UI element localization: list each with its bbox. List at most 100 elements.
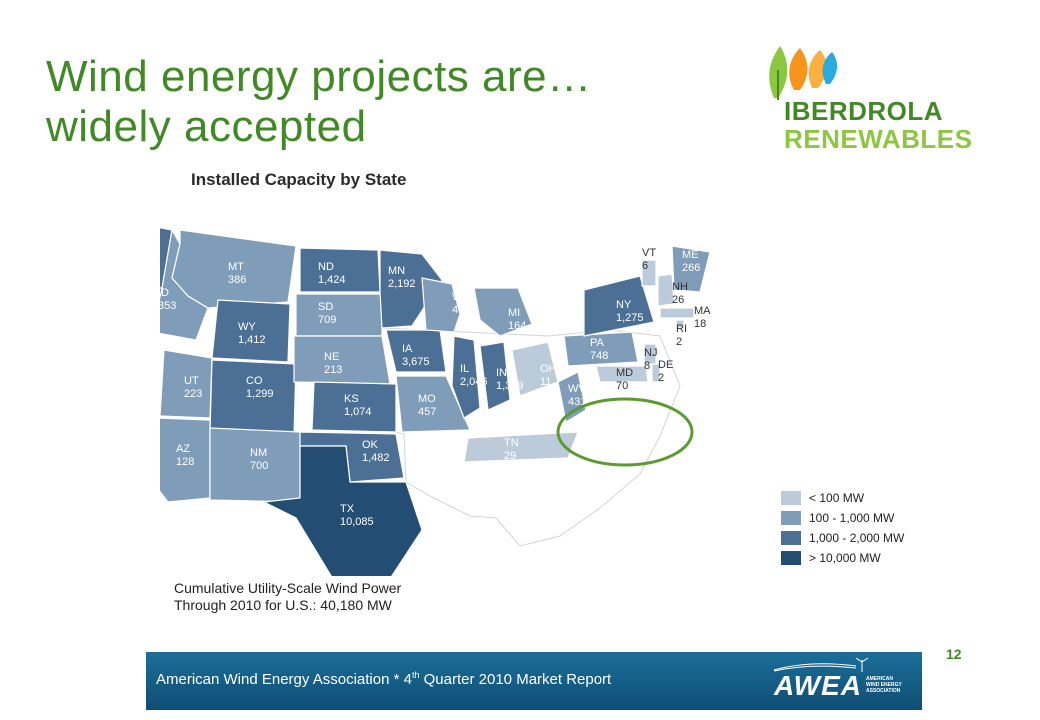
footer-banner: American Wind Energy Association * 4th Q…	[146, 652, 922, 710]
state-il	[451, 335, 481, 419]
state-tx	[261, 445, 423, 576]
legend-item: > 10,000 MW	[781, 548, 904, 568]
state-label-az: AZ 128	[176, 443, 194, 468]
state-wi	[421, 277, 461, 333]
highlight-ring	[556, 397, 694, 467]
page-number: 12	[946, 646, 962, 662]
logo-line-2: RENEWABLES	[784, 124, 973, 154]
state-label-sd: SD 709	[318, 301, 336, 326]
title-line-1: Wind energy projects are…	[46, 52, 592, 101]
state-vt	[641, 259, 657, 287]
legend-label: < 100 MW	[809, 491, 865, 505]
state-ma	[659, 307, 695, 319]
state-ia	[385, 329, 447, 373]
legend-swatch	[781, 531, 801, 545]
legend-label: > 10,000 MW	[809, 551, 881, 565]
state-label-tx: TX 10,085	[340, 503, 374, 528]
legend-item: 100 - 1,000 MW	[781, 508, 904, 528]
caption-line-1: Cumulative Utility-Scale Wind Power	[174, 580, 402, 596]
awea-sub-2: WIND ENERGY	[866, 682, 902, 688]
state-label-mn: MN 2,192	[388, 265, 416, 290]
state-label-il: IL 2,046	[460, 363, 488, 388]
legend: < 100 MW 100 - 1,000 MW 1,000 - 2,000 MW…	[781, 488, 904, 568]
state-wy	[211, 299, 291, 363]
state-in	[479, 341, 511, 411]
state-pa	[563, 331, 639, 367]
state-label-mt: MT 386	[228, 261, 246, 286]
state-shapes	[160, 227, 711, 576]
awea-sub-3: ASSOCIATION	[866, 688, 901, 694]
slide-title: Wind energy projects are… widely accepte…	[46, 52, 592, 152]
state-ri	[675, 319, 685, 329]
state-az	[160, 417, 211, 503]
state-label-ma: MA 18	[694, 305, 711, 330]
report-title-prefix: American Wind Energy Association * 4	[156, 671, 412, 688]
state-label-de: DE 2	[658, 359, 673, 384]
map-caption: Cumulative Utility-Scale Wind Power Thro…	[174, 580, 401, 614]
state-label-md: MD 70	[616, 367, 633, 392]
state-label-in: IN 1,339	[496, 367, 524, 392]
legend-swatch	[781, 491, 801, 505]
state-ks	[311, 381, 397, 433]
state-mo	[395, 375, 471, 433]
wind-turbine-icon	[773, 658, 869, 672]
state-label-mi: MI 164	[508, 307, 526, 332]
legend-label: 1,000 - 2,000 MW	[809, 531, 905, 545]
state-label-ut: UT 223	[184, 375, 202, 400]
state-ny	[583, 275, 655, 337]
state-label-co: CO 1,299	[246, 375, 274, 400]
leaf-drops-icon	[769, 46, 838, 100]
awea-subtitle: AMERICAN WIND ENERGY ASSOCIATION	[866, 676, 902, 694]
state-label-wv: WV 431	[568, 383, 586, 408]
title-line-2: widely accepted	[46, 102, 367, 151]
state-label-ok: OK 1,482	[362, 439, 390, 464]
legend-item: 1,000 - 2,000 MW	[781, 528, 904, 548]
state-me	[671, 245, 711, 293]
state-mn	[379, 249, 443, 329]
state-label-nh: NH 26	[672, 281, 688, 306]
awea-sub-1: AMERICAN	[866, 676, 893, 682]
report-title-suffix: Quarter 2010 Market Report	[419, 671, 612, 688]
state-label-oh: OH 11	[540, 363, 557, 388]
state-tn	[463, 431, 579, 463]
legend-swatch	[781, 551, 801, 565]
state-label-ia: IA 3,675	[402, 343, 430, 368]
state-de	[651, 363, 661, 383]
state-labels: WA2,104OR2,104CA3,177ID353MT386WY1,412UT…	[160, 247, 711, 528]
state-label-ny: NY 1,275	[616, 299, 644, 324]
state-label-ne: NE 213	[324, 351, 342, 376]
state-label-ks: KS 1,074	[344, 393, 372, 418]
report-title: American Wind Energy Association * 4th Q…	[156, 670, 611, 688]
state-label-vt: VT 6	[642, 247, 656, 272]
state-label-id: ID353	[160, 287, 176, 312]
state-nj	[643, 343, 657, 365]
awea-logo: AWEA AMERICAN WIND ENERGY ASSOCIATION	[770, 658, 910, 704]
state-label-nd: ND 1,424	[318, 261, 346, 286]
legend-label: 100 - 1,000 MW	[809, 511, 895, 525]
state-wa	[160, 227, 173, 289]
us-capacity-map: WA2,104OR2,104CA3,177ID353MT386WY1,412UT…	[160, 227, 711, 576]
state-label-ri: RI 2	[676, 323, 687, 348]
state-mi	[473, 287, 533, 337]
state-label-mo: MO 457	[418, 393, 436, 418]
map-title: Installed Capacity by State	[191, 170, 407, 189]
state-nh	[657, 273, 675, 307]
logo-line-1: IBERDROLA	[784, 96, 944, 126]
legend-swatch	[781, 511, 801, 525]
state-label-nj: NJ 8	[644, 347, 657, 372]
report-title-sup: th	[411, 670, 420, 680]
state-label-wi: WI 469	[452, 291, 470, 316]
state-ne	[293, 335, 391, 385]
state-label-nm: NM 700	[250, 447, 268, 472]
state-mt	[171, 229, 297, 309]
state-label-wy: WY 1,412	[238, 321, 266, 346]
caption-line-2: Through 2010 for U.S.: 40,180 MW	[174, 597, 392, 613]
state-sd	[295, 293, 383, 337]
awea-wordmark: AWEA	[774, 670, 862, 701]
legend-item: < 100 MW	[781, 488, 904, 508]
state-md	[595, 365, 649, 383]
state-label-tn: TN 29	[504, 437, 519, 462]
state-label-me: ME 266	[682, 249, 700, 274]
iberdrola-logo: IBERDROLA RENEWABLES	[764, 40, 984, 160]
state-label-pa: PA 748	[590, 337, 608, 362]
